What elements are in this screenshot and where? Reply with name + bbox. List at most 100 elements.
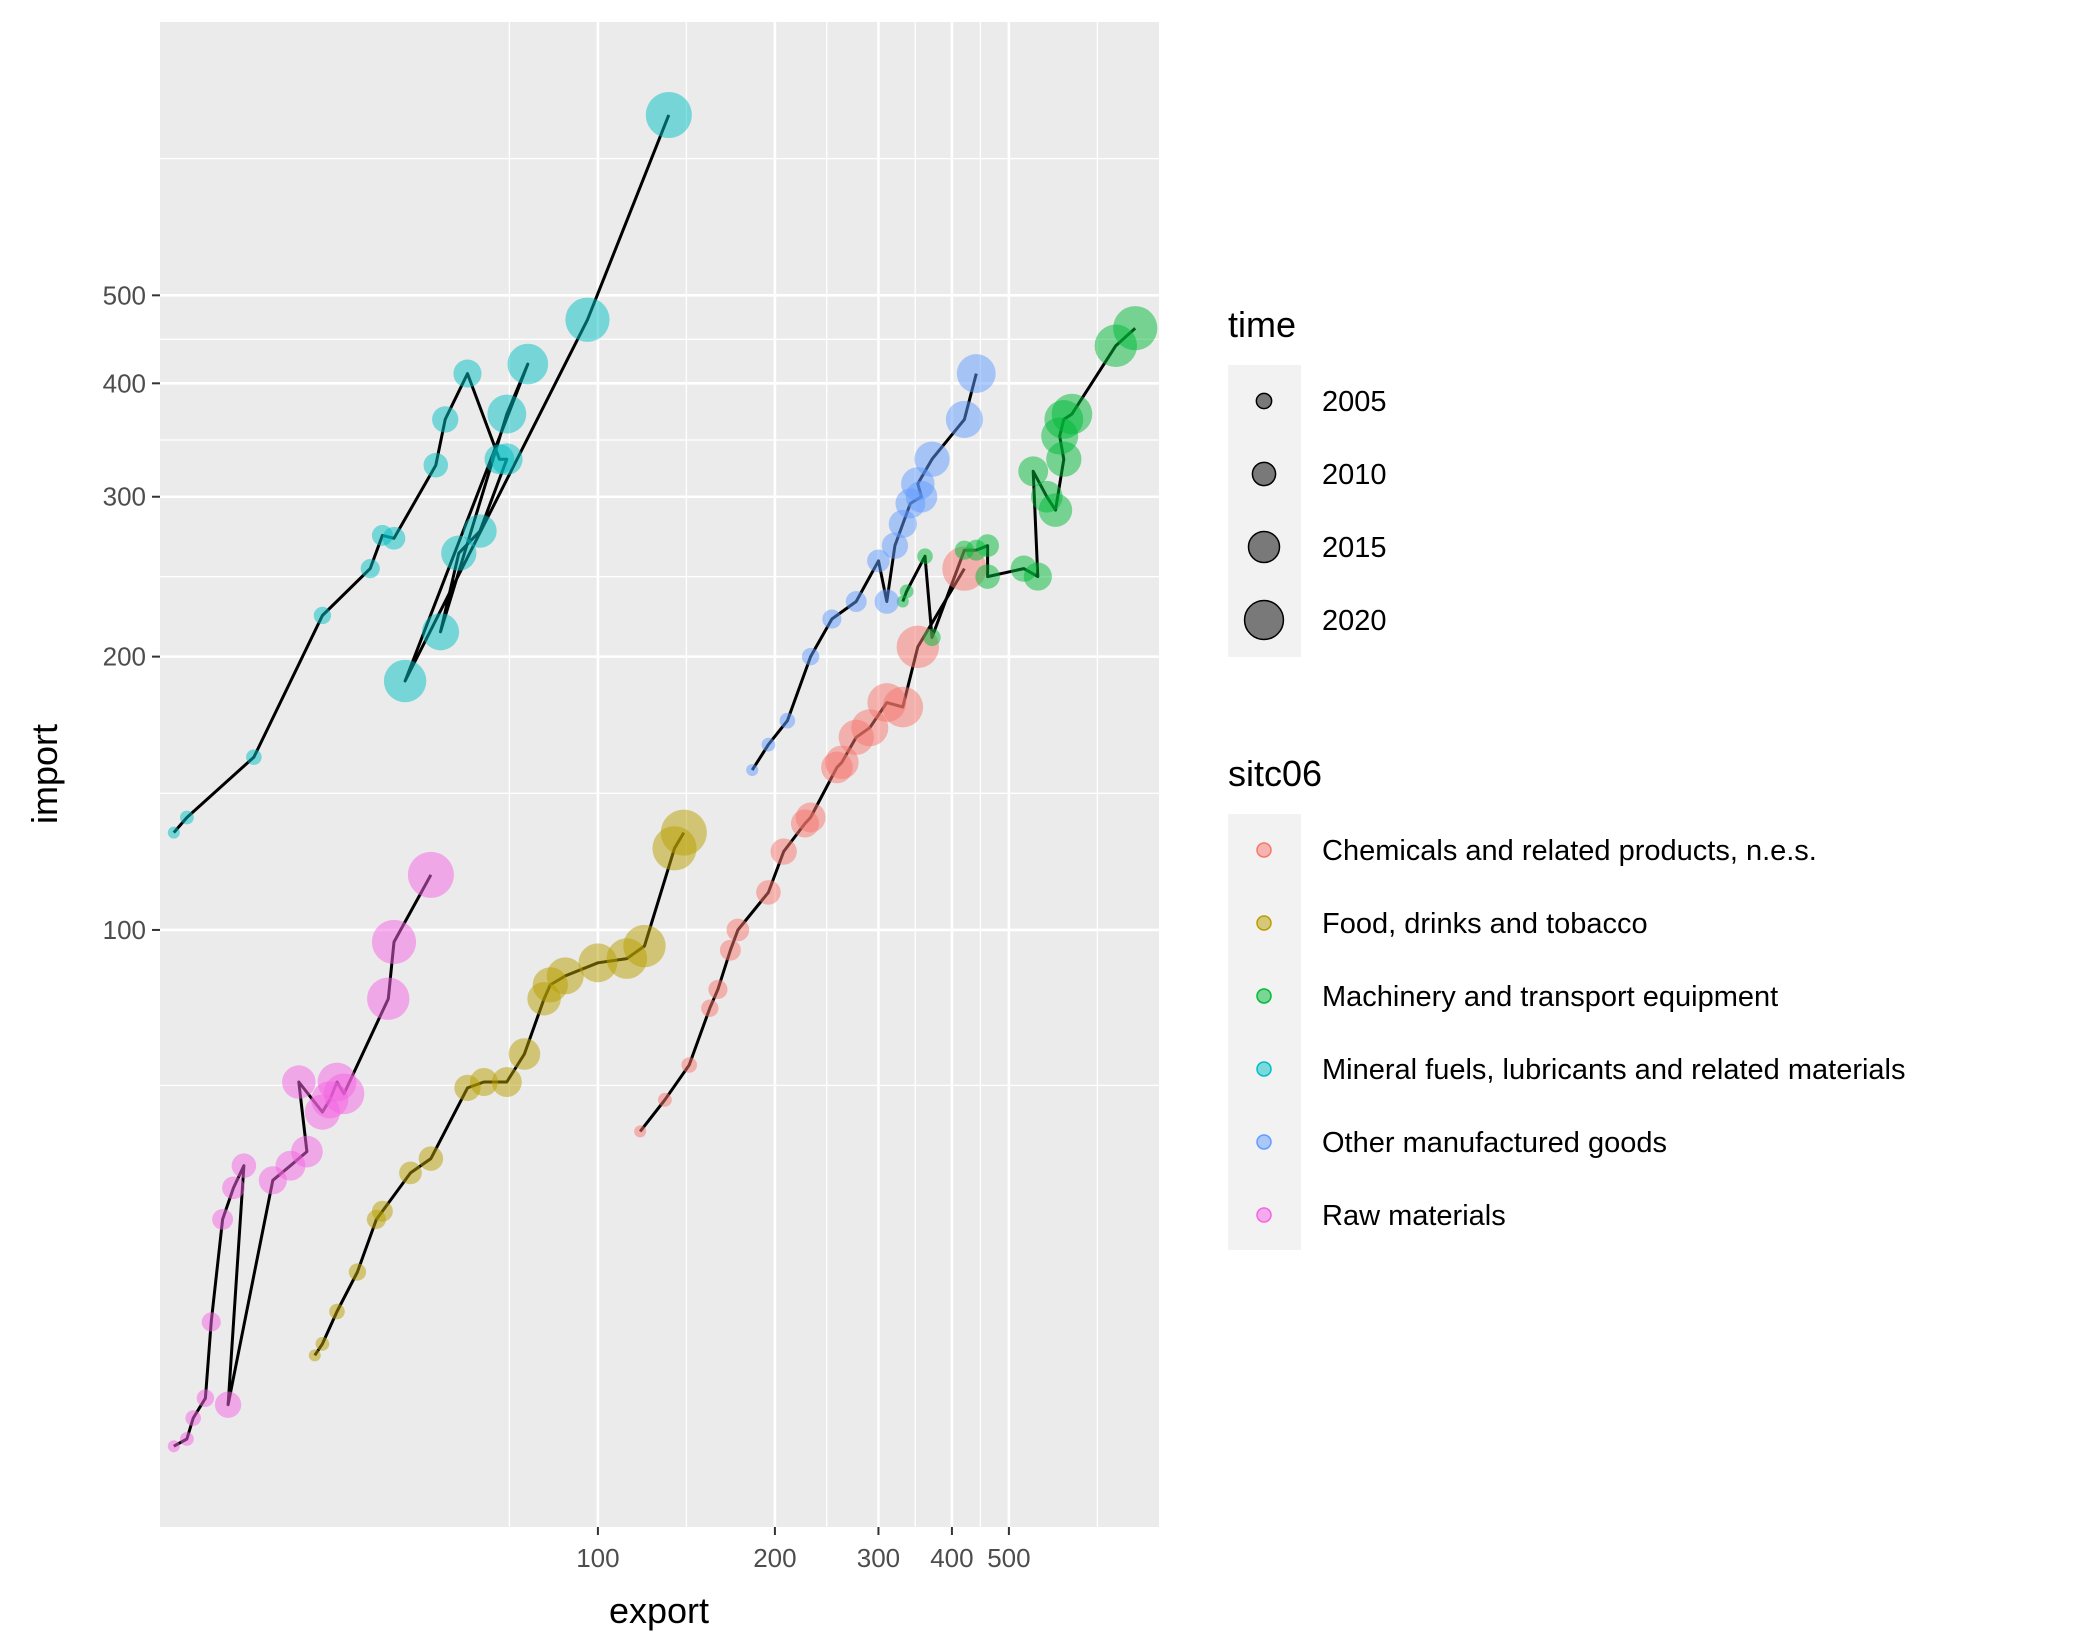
data-point: [423, 452, 449, 478]
x-axis: 100 200 300 400 500: [576, 1527, 1031, 1573]
data-point: [315, 1337, 330, 1351]
data-point: [658, 1092, 672, 1107]
data-point: [976, 534, 999, 558]
data-point: [490, 443, 523, 476]
data-point: [371, 919, 417, 965]
data-point: [367, 977, 410, 1020]
data-point: [222, 1176, 245, 1200]
data-point: [681, 1057, 698, 1073]
data-point: [291, 1135, 323, 1168]
data-point: [1023, 562, 1052, 591]
color-legend-key: [1256, 1061, 1272, 1077]
color-legend: sitc06 Chemicals and related products, n…: [1228, 753, 1906, 1250]
data-points: [167, 91, 1158, 1453]
data-point: [1113, 306, 1158, 351]
data-point: [487, 394, 527, 434]
data-point: [565, 297, 610, 342]
data-point: [180, 810, 194, 825]
y-tick-label: 300: [103, 482, 146, 512]
data-point: [719, 939, 741, 961]
data-point: [867, 549, 890, 573]
color-legend-key: [1256, 842, 1272, 858]
y-tick-label: 500: [103, 280, 146, 310]
data-point: [418, 1146, 444, 1171]
data-point: [360, 559, 380, 579]
data-point: [308, 1349, 321, 1362]
data-point: [469, 1067, 498, 1097]
data-point: [382, 526, 406, 550]
color-legend-key: [1256, 1134, 1272, 1150]
data-point: [432, 406, 459, 433]
color-legend-title: sitc06: [1228, 753, 1322, 794]
panel-background: [160, 22, 1159, 1527]
y-axis-title: import: [24, 724, 65, 824]
data-point: [180, 1432, 194, 1446]
color-legend-label: Raw materials: [1322, 1200, 1506, 1232]
data-point: [845, 591, 867, 612]
y-axis: 100 200 300 400 500: [103, 280, 160, 945]
size-legend: time 2005 2010 2015 2020: [1228, 304, 1387, 657]
size-legend-label: 2015: [1322, 532, 1387, 564]
data-point: [323, 1073, 365, 1115]
x-tick-label: 400: [930, 1543, 973, 1573]
data-point: [214, 1391, 242, 1418]
data-point: [201, 1312, 221, 1332]
data-point: [167, 826, 180, 839]
data-point: [196, 1389, 215, 1407]
data-point: [795, 802, 826, 833]
x-axis-title: export: [609, 1590, 709, 1631]
data-point: [634, 1125, 647, 1138]
data-point: [185, 1410, 202, 1426]
data-point: [874, 589, 900, 614]
data-point: [899, 584, 914, 599]
data-point: [1018, 456, 1049, 487]
y-tick-label: 100: [103, 915, 146, 945]
data-point: [708, 979, 728, 1000]
data-point: [399, 1161, 422, 1185]
size-legend-key: [1243, 599, 1285, 641]
data-point: [756, 880, 781, 905]
x-tick-label: 500: [987, 1543, 1030, 1573]
data-point: [945, 400, 983, 438]
data-point: [770, 838, 797, 865]
color-legend-key: [1256, 988, 1272, 1004]
data-point: [975, 564, 1000, 589]
data-point: [801, 647, 820, 666]
data-point: [507, 343, 549, 385]
x-tick-label: 100: [576, 1543, 619, 1573]
y-tick-label: 400: [103, 368, 146, 398]
data-point: [491, 1067, 522, 1097]
color-legend-key-background: [1228, 814, 1301, 1250]
data-point: [914, 441, 950, 477]
data-point: [546, 957, 584, 995]
size-legend-key: [1247, 530, 1281, 564]
color-legend-label: Food, drinks and tobacco: [1322, 908, 1648, 940]
data-point: [407, 851, 454, 898]
data-point: [623, 924, 666, 968]
color-legend-key: [1256, 915, 1272, 931]
data-point: [371, 1200, 393, 1222]
data-point: [956, 354, 996, 393]
data-point: [917, 548, 933, 565]
size-legend-label: 2010: [1322, 459, 1387, 491]
data-point: [1051, 393, 1093, 435]
x-tick-label: 200: [753, 1543, 796, 1573]
data-point: [779, 712, 796, 729]
data-point: [246, 749, 262, 765]
data-point: [453, 359, 482, 388]
data-point: [825, 745, 859, 779]
data-point: [660, 809, 707, 856]
data-point: [231, 1153, 257, 1178]
color-legend-label: Mineral fuels, lubricants and related ma…: [1322, 1054, 1906, 1086]
data-point: [701, 999, 719, 1017]
data-point: [463, 514, 497, 548]
color-legend-label: Other manufactured goods: [1322, 1127, 1667, 1159]
size-legend-title: time: [1228, 304, 1296, 345]
data-point: [645, 91, 692, 138]
data-point: [508, 1038, 541, 1070]
data-point: [896, 595, 909, 608]
data-point: [329, 1303, 345, 1320]
data-point: [923, 628, 941, 647]
color-legend-key: [1256, 1207, 1272, 1223]
